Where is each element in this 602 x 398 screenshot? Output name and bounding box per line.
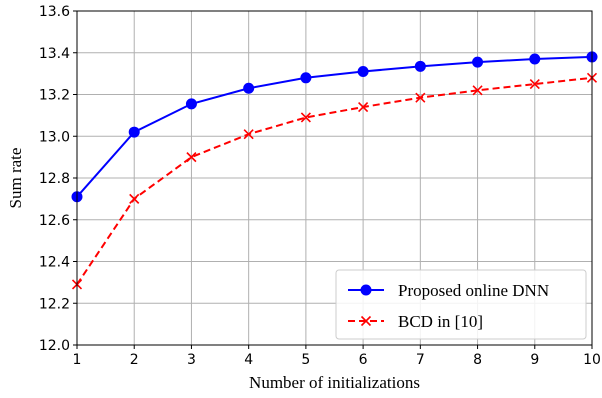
- series-2-point-stroke: [300, 112, 311, 123]
- legend-box: [335, 269, 587, 340]
- series-1-point: [128, 126, 140, 138]
- series-2-point: [186, 152, 197, 163]
- x-tick-label: 2: [130, 352, 139, 368]
- y-tick-label: 13.2: [39, 88, 70, 104]
- series-2-point-stroke: [186, 152, 197, 163]
- series-2-point-stroke: [358, 101, 369, 113]
- series-2-point-stroke: [129, 193, 140, 204]
- series-2-point-stroke: [415, 92, 426, 103]
- x-tick-label: 10: [583, 352, 601, 368]
- x-tick-label: 6: [359, 352, 368, 368]
- series-2-point: [243, 129, 254, 140]
- series-2-point: [415, 92, 426, 103]
- y-tick-label: 13.4: [39, 46, 70, 62]
- series-1-point: [472, 56, 484, 68]
- legend-swatch-marker-1: [360, 284, 372, 296]
- legend: Proposed online DNN BCD in [10]: [335, 269, 587, 340]
- series-line-2: [76, 76, 593, 286]
- x-axis-label: Number of initializations: [249, 373, 420, 392]
- y-tick-label: 12.2: [39, 296, 70, 312]
- y-tick-label: 12.0: [39, 338, 70, 354]
- series-2-point-stroke: [243, 129, 254, 140]
- series-1-point: [185, 98, 197, 110]
- y-tick-label: 13.0: [39, 129, 70, 145]
- series-2-point: [129, 193, 140, 204]
- series-2-point: [472, 85, 483, 96]
- y-tick-label: 13.6: [39, 4, 70, 20]
- series-1-point: [414, 60, 426, 72]
- legend-swatch-marker-2-stroke: [360, 315, 372, 327]
- y-tick-label: 12.8: [39, 171, 70, 187]
- series-2-point: [358, 101, 369, 113]
- legend-label-2: BCD in [10]: [398, 312, 483, 331]
- series-layer: [71, 51, 598, 290]
- x-tick-label: 9: [530, 352, 539, 368]
- series-2-point-stroke: [529, 78, 540, 90]
- legend-swatch-marker-2: [360, 315, 372, 327]
- y-tick-label: 12.4: [39, 255, 70, 271]
- x-tick-label: 3: [187, 352, 196, 368]
- x-tick-label: 1: [73, 352, 82, 368]
- series-2-point-stroke: [472, 85, 483, 96]
- series-1-point: [529, 53, 541, 65]
- series-line-1: [76, 55, 593, 198]
- series-1-point: [243, 82, 255, 94]
- series-2-point: [529, 78, 540, 90]
- x-tick-label: 5: [301, 352, 310, 368]
- y-tick-label: 12.6: [39, 213, 70, 229]
- x-tick-label: 7: [416, 352, 425, 368]
- series-2-point: [300, 112, 311, 123]
- x-tick-label: 8: [473, 352, 482, 368]
- tick-layer: 1 2 3 4 5 6 7 8 9 10 12.0 12.2 12.4 12.6 12.8 13.0 13.2 1…: [39, 4, 601, 368]
- legend-label-1: Proposed online DNN: [398, 281, 549, 300]
- series-1-point: [300, 72, 312, 84]
- x-tick-label: 4: [244, 352, 253, 368]
- series-1-point: [357, 66, 369, 78]
- y-axis-label: Sum rate: [6, 148, 25, 209]
